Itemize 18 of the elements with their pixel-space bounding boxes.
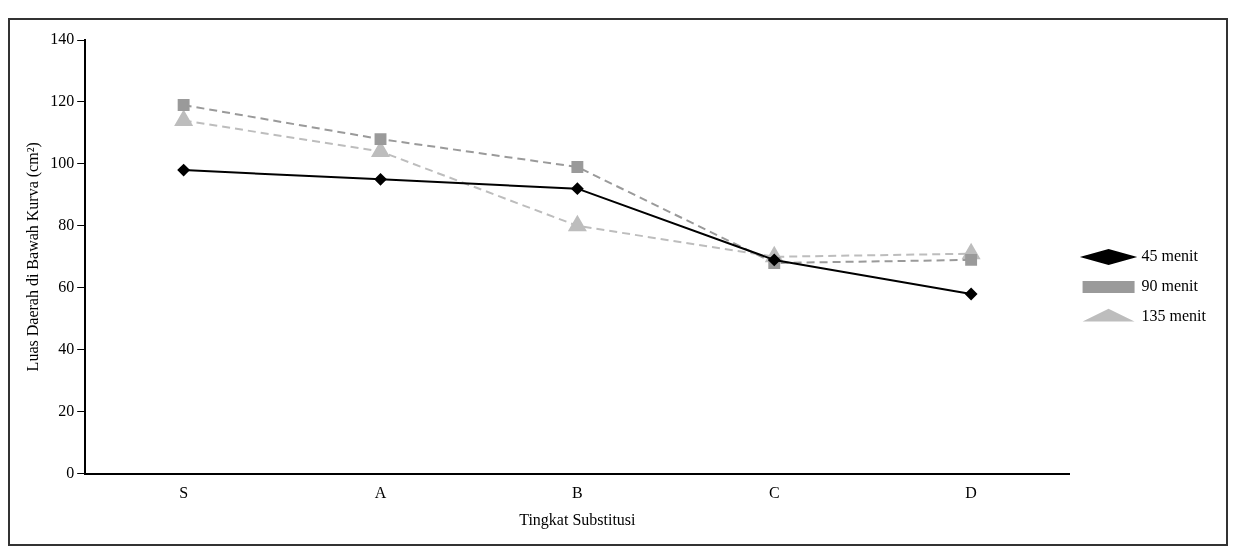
x-tick-label: A (374, 484, 387, 502)
x-tick-label: D (965, 484, 977, 502)
y-tick-label: 140 (50, 30, 75, 48)
legend-label: 135 menit (1141, 307, 1207, 325)
legend-label: 45 menit (1141, 247, 1199, 265)
y-tick-label: 120 (50, 92, 75, 110)
x-tick-label: C (768, 484, 780, 502)
y-tick-label: 20 (58, 401, 75, 419)
y-axis-title: Luas Daerah di Bawah Kurva (cm²) (23, 142, 42, 372)
y-tick-label: 0 (66, 463, 75, 481)
y-tick-label: 100 (50, 154, 75, 172)
x-axis-title: Tingkat Substitusi (519, 510, 637, 529)
x-tick-label: B (572, 484, 583, 502)
y-tick-label: 80 (58, 216, 75, 234)
legend-label: 90 menit (1141, 277, 1199, 295)
x-tick-label: S (179, 484, 189, 502)
y-tick-label: 40 (58, 339, 75, 357)
y-tick-label: 60 (58, 277, 75, 295)
